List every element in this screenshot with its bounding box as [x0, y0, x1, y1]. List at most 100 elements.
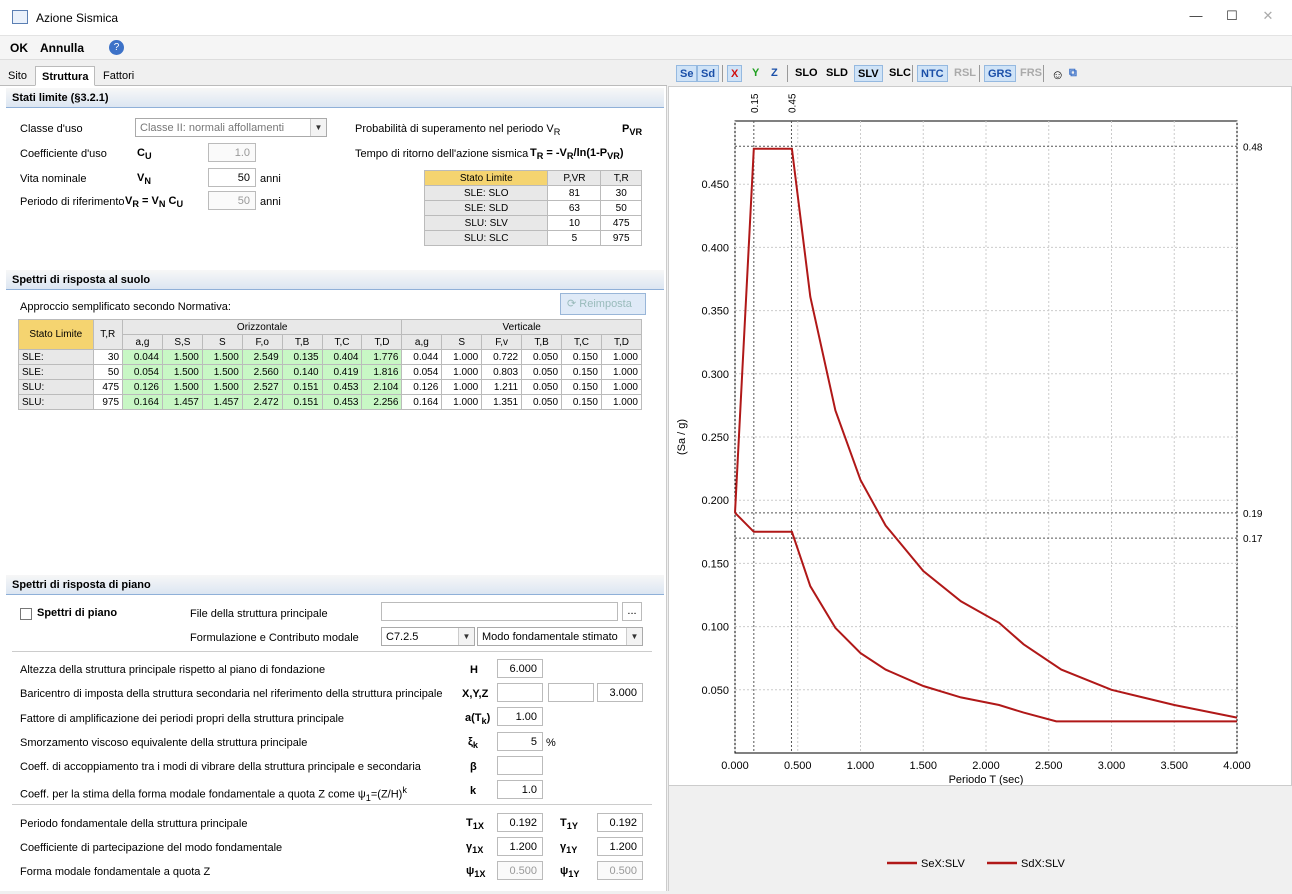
toolbar-slo[interactable]: SLO	[795, 67, 818, 79]
table-cell[interactable]: 0.722	[481, 349, 523, 365]
vita-nominale-input[interactable]: 50	[208, 168, 256, 187]
table-cell[interactable]: 0.050	[521, 394, 563, 410]
table-cell[interactable]: 1.351	[481, 394, 523, 410]
table-cell[interactable]: 1.776	[361, 349, 403, 365]
toolbar-rsl[interactable]: RSL	[954, 67, 976, 79]
table-cell[interactable]: 0.151	[281, 394, 323, 410]
table-cell[interactable]: 1.457	[201, 394, 243, 410]
table-cell[interactable]: 1.211	[481, 379, 523, 395]
fatt-input[interactable]: 1.00	[497, 707, 543, 726]
table-cell[interactable]: 1.000	[441, 364, 483, 380]
limit-cell[interactable]: 30	[600, 185, 642, 201]
periodo-riferimento-input[interactable]: 50	[208, 191, 256, 210]
toolbar-sld[interactable]: SLD	[826, 67, 848, 79]
table-cell[interactable]: 1.000	[600, 349, 643, 365]
toolbar-x[interactable]: X	[727, 65, 743, 82]
baric-y-input[interactable]	[548, 683, 594, 702]
tab-struttura[interactable]: Struttura	[35, 66, 96, 86]
coeffacc-input[interactable]	[497, 756, 543, 775]
limit-cell[interactable]: 10	[547, 215, 602, 231]
table-cell[interactable]: 0.150	[561, 349, 602, 365]
tab-sito[interactable]: Sito	[8, 70, 27, 82]
maximize-button[interactable]: ☐	[1226, 8, 1238, 23]
toolbar-sd[interactable]: Sd	[697, 65, 720, 82]
toolbar-ntc[interactable]: NTC	[917, 65, 948, 82]
tab-fattori[interactable]: Fattori	[103, 70, 135, 82]
baric-x-input[interactable]	[497, 683, 543, 702]
table-cell[interactable]: 1.500	[201, 364, 243, 380]
table-cell[interactable]: 0.135	[281, 349, 323, 365]
toolbar-slc[interactable]: SLC	[889, 67, 911, 79]
table-cell[interactable]: 0.151	[281, 379, 323, 395]
table-cell[interactable]: 0.054	[122, 364, 163, 380]
per-x-input[interactable]: 0.192	[497, 813, 543, 832]
table-cell[interactable]: 0.803	[481, 364, 523, 380]
copy-icon[interactable]: ⧉	[1069, 67, 1077, 79]
smiley-icon[interactable]: ☺	[1051, 67, 1065, 82]
table-cell[interactable]: 1.000	[600, 394, 643, 410]
form-select[interactable]: C7.2.5 ▼	[381, 627, 475, 646]
table-cell[interactable]: 0.126	[122, 379, 163, 395]
forma-y-input[interactable]: 0.500	[597, 861, 643, 880]
table-cell[interactable]: 0.164	[122, 394, 163, 410]
table-cell[interactable]: 2.472	[241, 394, 283, 410]
limit-cell[interactable]: 81	[547, 185, 602, 201]
table-cell[interactable]: 0.150	[561, 379, 602, 395]
table-cell[interactable]: 1.000	[600, 364, 643, 380]
table-cell[interactable]: 1.000	[441, 394, 483, 410]
coeff-uso-input[interactable]: 1.0	[208, 143, 256, 162]
reimposta-button[interactable]: ⟳ Reimposta	[560, 293, 646, 315]
table-cell[interactable]: 1.816	[361, 364, 403, 380]
table-cell[interactable]: 0.453	[321, 379, 363, 395]
table-cell[interactable]: 0.150	[561, 364, 602, 380]
table-cell[interactable]: 1.457	[161, 394, 203, 410]
table-cell[interactable]: 0.126	[401, 379, 443, 395]
table-cell[interactable]: 0.419	[321, 364, 363, 380]
ok-button[interactable]: OK	[10, 41, 28, 55]
toolbar-y[interactable]: Y	[752, 67, 760, 79]
table-cell[interactable]: 0.404	[321, 349, 363, 365]
toolbar-grs[interactable]: GRS	[984, 65, 1016, 82]
toolbar-se[interactable]: Se	[676, 65, 698, 82]
file-input[interactable]	[381, 602, 618, 621]
part-y-input[interactable]: 1.200	[597, 837, 643, 856]
toolbar-z[interactable]: Z	[771, 67, 778, 79]
table-cell[interactable]: 0.050	[521, 364, 563, 380]
table-cell[interactable]: 1.500	[201, 379, 243, 395]
table-cell[interactable]: 0.164	[401, 394, 443, 410]
table-cell[interactable]: 1.500	[161, 364, 203, 380]
table-cell[interactable]: 0.054	[401, 364, 443, 380]
table-cell[interactable]: 0.453	[321, 394, 363, 410]
limit-cell[interactable]: 63	[547, 200, 602, 216]
table-cell[interactable]: 2.104	[361, 379, 403, 395]
table-cell[interactable]: 1.500	[201, 349, 243, 365]
coeffstima-input[interactable]: 1.0	[497, 780, 543, 799]
table-cell[interactable]: 2.527	[241, 379, 283, 395]
spettri-piano-checkbox[interactable]	[20, 608, 32, 620]
smorz-input[interactable]: 5	[497, 732, 543, 751]
table-cell[interactable]: 2.549	[241, 349, 283, 365]
table-cell[interactable]: 0.050	[521, 349, 563, 365]
table-cell[interactable]: 1.000	[441, 349, 483, 365]
forma-x-input[interactable]: 0.500	[497, 861, 543, 880]
toolbar-slv[interactable]: SLV	[854, 65, 883, 82]
table-cell[interactable]: 1.500	[161, 349, 203, 365]
table-cell[interactable]: 0.044	[122, 349, 163, 365]
table-cell[interactable]: 0.044	[401, 349, 443, 365]
baric-z-input[interactable]: 3.000	[597, 683, 643, 702]
limit-cell[interactable]: 975	[600, 230, 642, 246]
limit-cell[interactable]: 5	[547, 230, 602, 246]
limit-cell[interactable]: 475	[600, 215, 642, 231]
table-cell[interactable]: 1.000	[441, 379, 483, 395]
table-cell[interactable]: 2.256	[361, 394, 403, 410]
classe-uso-select[interactable]: Classe II: normali affollamenti ▼	[135, 118, 327, 137]
table-cell[interactable]: 1.500	[161, 379, 203, 395]
part-x-input[interactable]: 1.200	[497, 837, 543, 856]
help-icon[interactable]: ?	[109, 40, 124, 55]
browse-button[interactable]: ...	[622, 602, 642, 621]
table-cell[interactable]: 0.150	[561, 394, 602, 410]
close-button[interactable]: ✕	[1262, 8, 1274, 23]
limit-cell[interactable]: 50	[600, 200, 642, 216]
per-y-input[interactable]: 0.192	[597, 813, 643, 832]
table-cell[interactable]: 0.140	[281, 364, 323, 380]
